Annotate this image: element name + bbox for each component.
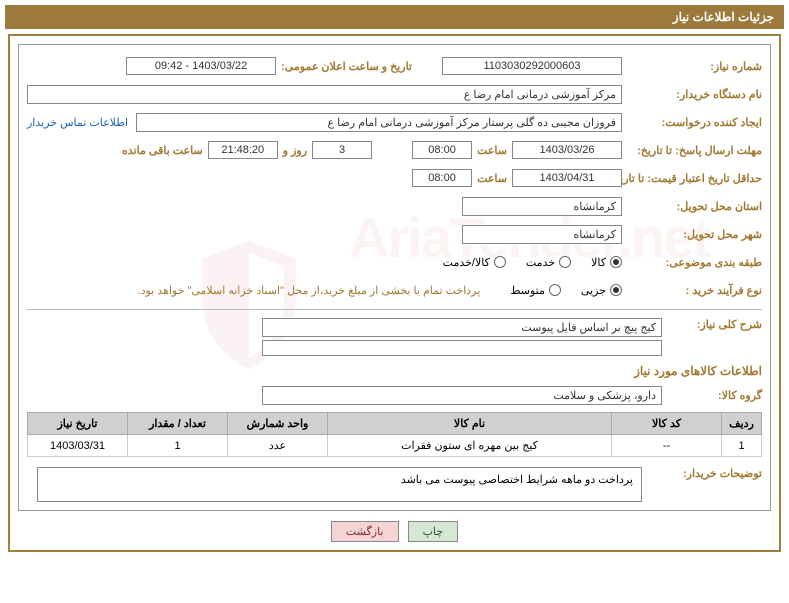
general-desc-label: شرح کلی نیاز: [662, 318, 762, 331]
th-unit: واحد شمارش [228, 413, 328, 435]
td-name: کیج بین مهره ای ستون فقرات [328, 435, 612, 457]
table-row: 1 -- کیج بین مهره ای ستون فقرات عدد 1 14… [28, 435, 762, 457]
city-label: شهر محل تحویل: [622, 228, 762, 241]
payment-note: پرداخت تمام یا بخشی از مبلغ خرید،از محل … [138, 284, 481, 297]
announce-date-value: 1403/03/22 - 09:42 [126, 57, 276, 75]
validity-time: 08:00 [412, 169, 472, 187]
category-radio-0[interactable]: کالا [591, 256, 622, 269]
contact-link[interactable]: اطلاعات تماس خریدار [27, 116, 136, 129]
print-button[interactable]: چاپ [408, 521, 459, 542]
deadline-remaining-time: 21:48:20 [208, 141, 278, 159]
purchase-type-radio-group: جزیی متوسط [510, 284, 622, 297]
td-row: 1 [722, 435, 762, 457]
row-validity: حداقل تاریخ اعتبار قیمت: تا تاریخ: 1403/… [27, 167, 762, 189]
buyer-org-value: مرکز آموزشی درمانی امام رضا ع [27, 85, 622, 104]
deadline-time: 08:00 [412, 141, 472, 159]
table-header-row: ردیف کد کالا نام کالا واحد شمارش تعداد /… [28, 413, 762, 435]
page-title-bar: جزئیات اطلاعات نیاز [5, 5, 784, 29]
th-row: ردیف [722, 413, 762, 435]
deadline-date: 1403/03/26 [512, 141, 622, 159]
category-radio-2[interactable]: کالا/خدمت [443, 256, 506, 269]
announce-date-label: تاریخ و ساعت اعلان عمومی: [276, 60, 412, 73]
goods-group-label: گروه کالا: [662, 389, 762, 402]
buyer-notes-value: پرداخت دو ماهه شرایط اختصاصی پیوست می با… [37, 467, 642, 502]
category-radio-1[interactable]: خدمت [526, 256, 571, 269]
goods-table: ردیف کد کالا نام کالا واحد شمارش تعداد /… [27, 412, 762, 457]
row-goods-group: گروه کالا: دارو، پزشکی و سلامت [27, 384, 762, 406]
back-button[interactable]: بازگشت [331, 521, 399, 542]
validity-date: 1403/04/31 [512, 169, 622, 187]
purchase-radio-1[interactable]: متوسط [510, 284, 561, 297]
requester-label: ایجاد کننده درخواست: [622, 116, 762, 129]
category-opt-2: کالا/خدمت [443, 256, 490, 269]
purchase-opt-0: جزیی [581, 284, 606, 297]
category-opt-0: کالا [591, 256, 606, 269]
td-qty: 1 [128, 435, 228, 457]
th-date: تاریخ نیاز [28, 413, 128, 435]
need-number-label: شماره نیاز: [622, 60, 762, 73]
row-deadline: مهلت ارسال پاسخ: تا تاریخ: 1403/03/26 سا… [27, 139, 762, 161]
row-general-desc: شرح کلی نیاز: کیج پیچ بر اساس فایل پیوست [27, 318, 762, 356]
purchase-type-label: نوع فرآیند خرید : [622, 284, 762, 297]
td-unit: عدد [228, 435, 328, 457]
purchase-opt-1: متوسط [510, 284, 545, 297]
row-purchase-type: نوع فرآیند خرید : جزیی متوسط پرداخت تمام… [27, 279, 762, 301]
deadline-remaining-label: ساعت باقی مانده [117, 144, 208, 157]
buyer-notes-label: توضیحات خریدار: [642, 467, 762, 502]
row-requester: ایجاد کننده درخواست: فروزان مجیبی ده گلی… [27, 111, 762, 133]
deadline-time-label: ساعت [472, 144, 512, 157]
radio-icon [549, 284, 561, 296]
row-need-number: شماره نیاز: 1103030292000603 تاریخ و ساع… [27, 55, 762, 77]
validity-time-label: ساعت [472, 172, 512, 185]
button-row: چاپ بازگشت [18, 521, 771, 542]
goods-section-title: اطلاعات کالاهای مورد نیاز [27, 364, 762, 378]
province-label: استان محل تحویل: [622, 200, 762, 213]
general-desc-value: کیج پیچ بر اساس فایل پیوست [262, 318, 662, 337]
row-province: استان محل تحویل: کرمانشاه [27, 195, 762, 217]
th-code: کد کالا [612, 413, 722, 435]
city-value: کرمانشاه [462, 225, 622, 244]
th-name: نام کالا [328, 413, 612, 435]
requester-value: فروزان مجیبی ده گلی پرستار مرکز آموزشی د… [136, 113, 622, 132]
th-qty: تعداد / مقدار [128, 413, 228, 435]
main-frame: شماره نیاز: 1103030292000603 تاریخ و ساع… [8, 34, 781, 552]
radio-icon [610, 256, 622, 268]
row-buyer-org: نام دستگاه خریدار: مرکز آموزشی درمانی ام… [27, 83, 762, 105]
category-radio-group: کالا خدمت کالا/خدمت [443, 256, 622, 269]
row-city: شهر محل تحویل: کرمانشاه [27, 223, 762, 245]
radio-icon [610, 284, 622, 296]
row-buyer-notes: توضیحات خریدار: پرداخت دو ماهه شرایط اخت… [27, 467, 762, 502]
radio-icon [494, 256, 506, 268]
deadline-days: 3 [312, 141, 372, 159]
td-code: -- [612, 435, 722, 457]
general-desc-extra [262, 340, 662, 356]
goods-group-value: دارو، پزشکی و سلامت [262, 386, 662, 405]
purchase-radio-0[interactable]: جزیی [581, 284, 622, 297]
province-value: کرمانشاه [462, 197, 622, 216]
category-label: طبقه بندی موضوعی: [622, 256, 762, 269]
category-opt-1: خدمت [526, 256, 555, 269]
deadline-label: مهلت ارسال پاسخ: تا تاریخ: [622, 144, 762, 157]
page-title: جزئیات اطلاعات نیاز [673, 10, 774, 24]
deadline-days-label: روز و [278, 144, 312, 157]
radio-icon [559, 256, 571, 268]
validity-label: حداقل تاریخ اعتبار قیمت: تا تاریخ: [622, 172, 762, 185]
row-category: طبقه بندی موضوعی: کالا خدمت کالا/خدمت [27, 251, 762, 273]
buyer-org-label: نام دستگاه خریدار: [622, 88, 762, 101]
need-number-value: 1103030292000603 [442, 57, 622, 75]
details-box: شماره نیاز: 1103030292000603 تاریخ و ساع… [18, 44, 771, 511]
td-date: 1403/03/31 [28, 435, 128, 457]
